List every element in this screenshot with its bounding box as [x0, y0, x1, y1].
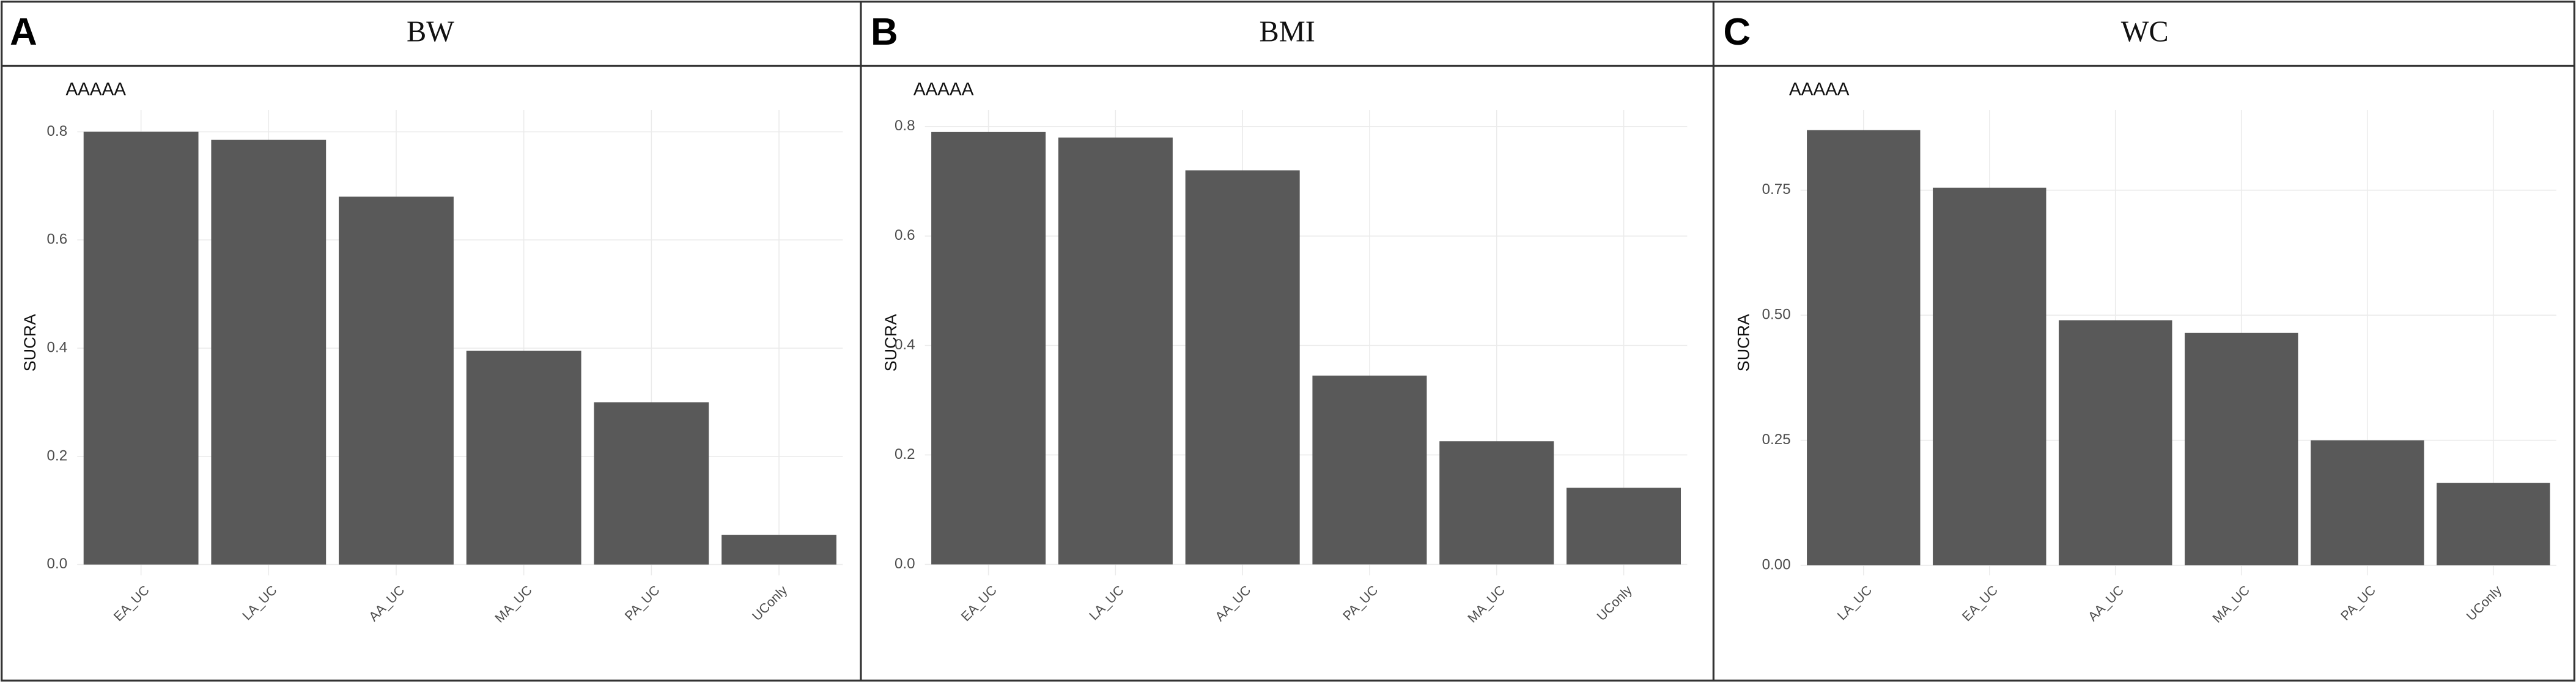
panel-letter: A [10, 11, 37, 53]
bar [1567, 488, 1681, 565]
x-tick-label: LA_UC [1834, 582, 1875, 623]
x-tick-label: EA_UC [1959, 582, 2001, 624]
x-tick-label: LA_UC [1087, 582, 1127, 623]
x-tick-label: UConly [2463, 582, 2504, 623]
bar [931, 132, 1046, 565]
bar [466, 351, 581, 565]
x-tick-label: MA_UC [492, 582, 535, 625]
y-tick-label: 0.6 [47, 231, 68, 248]
y-tick-label: 0.50 [1762, 307, 1791, 323]
bar [1185, 170, 1300, 565]
x-tick-label: PA_UC [1340, 582, 1381, 623]
y-axis-label: SUCRA [882, 314, 900, 371]
bar [83, 132, 199, 565]
y-tick-label: 0.00 [1762, 556, 1791, 573]
x-tick-label: PA_UC [622, 582, 663, 623]
y-tick-label: 0.25 [1762, 431, 1791, 448]
x-tick-label: EA_UC [958, 582, 1000, 624]
y-tick-label: 0.8 [895, 117, 915, 134]
y-tick-label: 0.2 [895, 446, 915, 463]
bar [722, 535, 836, 565]
x-tick-label: MA_UC [1465, 582, 1508, 625]
bar [2185, 332, 2298, 566]
x-tick-label: EA_UC [111, 582, 152, 624]
panel-title: BMI [1259, 16, 1315, 48]
x-tick-label: AA_UC [2085, 582, 2127, 624]
y-tick-label: 0.4 [47, 339, 68, 355]
y-tick-label: 0.4 [895, 336, 915, 353]
bar [339, 196, 454, 565]
panel-tag: AAAAA [913, 80, 974, 100]
y-axis-label: SUCRA [1735, 314, 1753, 371]
x-tick-label: UConly [750, 582, 791, 623]
panel-title: WC [2121, 16, 2169, 48]
bar [1439, 441, 1554, 565]
bar [1312, 375, 1427, 565]
bar [2311, 440, 2424, 566]
x-tick-label: LA_UC [240, 582, 280, 623]
x-tick-label: UConly [1594, 582, 1635, 623]
y-axis-label: SUCRA [21, 314, 39, 371]
panel-letter: C [1724, 11, 1751, 53]
bar [211, 139, 327, 565]
bar [1933, 187, 2046, 566]
panel-title: BW [407, 16, 454, 48]
x-tick-label: MA_UC [2210, 582, 2253, 625]
bar [594, 402, 709, 565]
panel-tag: AAAAA [65, 80, 126, 100]
x-tick-label: AA_UC [366, 582, 408, 624]
bar [2437, 483, 2550, 566]
y-tick-label: 0.0 [895, 556, 915, 572]
x-tick-label: AA_UC [1212, 582, 1254, 624]
bar [1058, 137, 1173, 565]
y-tick-label: 0.2 [47, 447, 68, 464]
y-tick-label: 0.0 [47, 556, 68, 572]
y-tick-label: 0.8 [47, 123, 68, 139]
x-tick-label: PA_UC [2338, 582, 2379, 623]
panel-tag: AAAAA [1789, 80, 1850, 100]
bar [1807, 130, 1921, 566]
y-tick-label: 0.75 [1762, 181, 1791, 198]
panel-letter: B [871, 11, 898, 53]
bar [2059, 320, 2172, 566]
y-tick-label: 0.6 [895, 227, 915, 243]
